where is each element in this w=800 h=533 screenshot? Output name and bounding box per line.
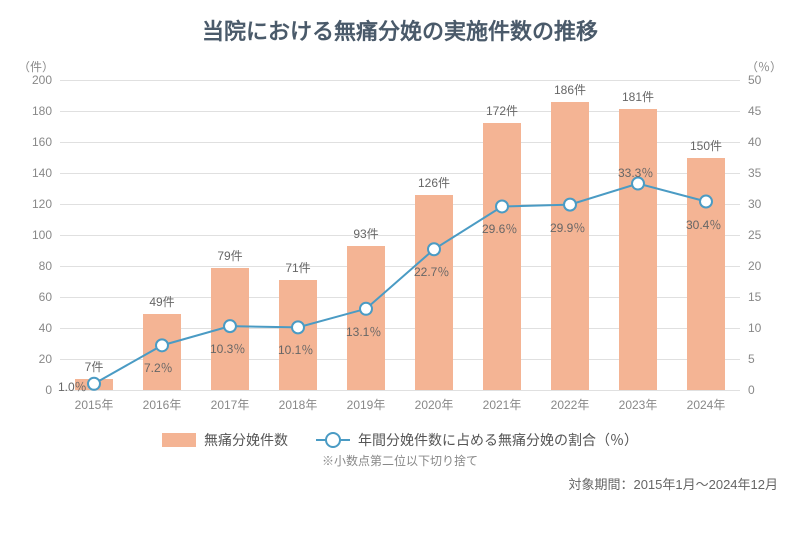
y-right-tick: 20 [748, 259, 761, 273]
pct-label: 29.9％ [550, 219, 585, 236]
y-right-tick: 50 [748, 73, 761, 87]
legend-note: ※小数点第二位以下切り捨て [0, 452, 800, 469]
x-tick: 2017年 [211, 396, 250, 413]
x-tick: 2018年 [279, 396, 318, 413]
plot-area: 0204060801001201401601802000510152025303… [60, 80, 740, 390]
pct-label: 22.7％ [414, 263, 449, 280]
y-left-tick: 120 [32, 197, 52, 211]
pct-label: 10.3％ [210, 340, 245, 357]
y-left-tick: 180 [32, 104, 52, 118]
period-text: 対象期間：2015年1月～2024年12月 [568, 474, 778, 493]
y-left-tick: 80 [39, 259, 52, 273]
y-right-tick: 45 [748, 104, 761, 118]
x-tick: 2024年 [687, 396, 726, 413]
legend: 無痛分娩件数 年間分娩件数に占める無痛分娩の割合（％） [0, 430, 800, 450]
y-right-tick: 40 [748, 135, 761, 149]
legend-bar-label: 無痛分娩件数 [204, 430, 288, 450]
gridline [60, 390, 740, 391]
y-right-tick: 10 [748, 321, 761, 335]
pct-label: 33.3％ [618, 164, 653, 181]
x-tick: 2021年 [483, 396, 522, 413]
legend-item-line: 年間分娩件数に占める無痛分娩の割合（％） [316, 430, 638, 450]
x-tick: 2019年 [347, 396, 386, 413]
y-left-tick: 160 [32, 135, 52, 149]
chart-title: 当院における無痛分娩の実施件数の推移 [0, 14, 800, 46]
y-left-tick: 140 [32, 166, 52, 180]
x-tick: 2016年 [143, 396, 182, 413]
pct-label: 7.2％ [144, 359, 173, 376]
x-tick: 2015年 [75, 396, 114, 413]
pct-label: 30.4％ [686, 216, 721, 233]
legend-bar-swatch [162, 433, 196, 447]
x-tick: 2023年 [619, 396, 658, 413]
line-layer [60, 80, 740, 390]
y-left-tick: 60 [39, 290, 52, 304]
y-right-tick: 30 [748, 197, 761, 211]
y-right-tick: 15 [748, 290, 761, 304]
y-right-tick: 0 [748, 383, 755, 397]
y-left-tick: 200 [32, 73, 52, 87]
x-tick: 2020年 [415, 396, 454, 413]
pct-label: 10.1％ [278, 341, 313, 358]
y-left-tick: 20 [39, 352, 52, 366]
y-left-tick: 40 [39, 321, 52, 335]
legend-line-marker [316, 433, 350, 447]
y-right-tick: 5 [748, 352, 755, 366]
legend-item-bars: 無痛分娩件数 [162, 430, 288, 450]
x-tick: 2022年 [551, 396, 590, 413]
pct-label: 1.0％ [58, 378, 87, 395]
pct-label: 29.6％ [482, 220, 517, 237]
pct-label: 13.1％ [346, 323, 381, 340]
y-right-tick: 35 [748, 166, 761, 180]
legend-line-label: 年間分娩件数に占める無痛分娩の割合（％） [358, 430, 638, 450]
y-left-tick: 0 [45, 383, 52, 397]
y-right-tick: 25 [748, 228, 761, 242]
y-left-tick: 100 [32, 228, 52, 242]
chart-container: 当院における無痛分娩の実施件数の推移 （件） （％） 0204060801001… [0, 0, 800, 533]
